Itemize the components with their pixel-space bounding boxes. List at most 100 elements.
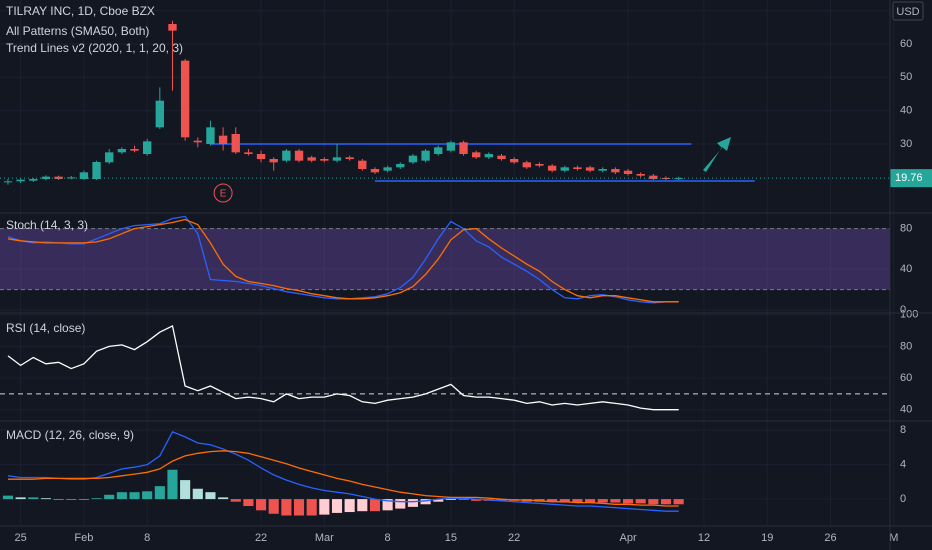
candle-body <box>320 159 329 161</box>
candle-body <box>547 165 557 171</box>
macd-histogram-bar <box>635 499 646 504</box>
last-price-box <box>890 169 932 188</box>
macd-histogram-bar <box>407 499 418 507</box>
candle-body <box>535 164 544 166</box>
macd-histogram-bar <box>433 499 444 502</box>
x-tick-label: Mar <box>315 532 334 544</box>
x-tick-label: 22 <box>255 532 267 544</box>
candle-body <box>522 162 531 168</box>
candle-body <box>117 149 127 153</box>
candle-body <box>661 178 671 179</box>
macd-histogram-bar <box>180 480 191 500</box>
macd-histogram-bar <box>104 494 115 500</box>
plot-area <box>0 20 890 516</box>
candle-body <box>231 134 240 153</box>
y-tick-label: 80 <box>900 223 912 235</box>
pane-title: MACD (12, 26, close, 9) <box>6 428 134 442</box>
candle-body <box>396 164 405 168</box>
x-tick-label: 8 <box>144 532 150 544</box>
candle-body <box>79 172 89 179</box>
macd-histogram-bar <box>218 497 229 500</box>
y-tick-label: 40 <box>900 105 912 117</box>
candle-body <box>168 24 177 31</box>
candle-body <box>54 176 63 179</box>
y-tick-label: 0 <box>900 304 906 316</box>
macd-histogram-bar <box>230 499 241 502</box>
macd-histogram-bar <box>66 499 77 500</box>
macd-histogram-bar <box>28 497 39 500</box>
y-tick-label: 50 <box>900 71 912 83</box>
candle-body <box>484 154 494 158</box>
macd-histogram-bar <box>622 499 634 504</box>
y-tick-label: 80 <box>900 340 912 352</box>
candle-body <box>408 155 418 163</box>
candle-body <box>155 100 165 128</box>
candle-body <box>29 179 38 181</box>
y-tick-label: 100 <box>900 309 918 321</box>
macd-histogram-bar <box>395 499 406 509</box>
candle-body <box>509 159 519 163</box>
candle-body <box>358 160 367 169</box>
x-tick-label: Apr <box>619 532 636 544</box>
macd-histogram-bar <box>40 498 51 500</box>
candle-body <box>244 152 253 154</box>
macd-histogram-bar <box>142 491 153 500</box>
candle-body <box>41 176 51 179</box>
candle-body <box>370 169 380 173</box>
candle-body <box>332 157 342 161</box>
candle-body <box>611 169 620 173</box>
candle-body <box>421 150 430 161</box>
macd-histogram-bar <box>369 499 381 512</box>
x-tick-label: 15 <box>445 532 457 544</box>
macd-histogram-bar <box>15 497 26 500</box>
candle-body <box>345 157 354 159</box>
macd-histogram-bar <box>2 495 14 500</box>
macd-histogram-bar <box>116 492 127 500</box>
candle-body <box>585 167 595 171</box>
candle-body <box>674 178 683 180</box>
y-tick-label: 8 <box>900 424 906 436</box>
candle-body <box>573 167 582 169</box>
x-tick-label: 19 <box>761 532 773 544</box>
macd-histogram-bar <box>597 499 608 503</box>
macd-histogram-bar <box>167 469 178 500</box>
macd-histogram-bar <box>319 499 330 515</box>
x-tick-label: M <box>889 532 898 544</box>
x-tick-label: 25 <box>15 532 27 544</box>
candle-body <box>256 154 266 159</box>
macd-histogram-bar <box>559 499 570 503</box>
macd-histogram-bar <box>205 492 216 500</box>
macd-histogram-bar <box>496 499 507 501</box>
labels: 25Feb822Mar81522Apr121926M304050607019.7… <box>15 5 932 544</box>
indicator-label: Trend Lines v2 (2020, 1, 1, 20, 3) <box>6 41 183 55</box>
macd-histogram-bar <box>648 499 659 505</box>
candle-body <box>446 142 456 151</box>
macd-histogram-bar <box>306 499 317 516</box>
macd-histogram-bar <box>281 499 292 516</box>
candle-body <box>434 147 443 154</box>
y-tick-label: 4 <box>900 458 906 470</box>
candle-body <box>218 135 228 144</box>
macd-histogram-bar <box>471 499 482 501</box>
candle-body <box>16 179 25 182</box>
y-tick-label: 40 <box>900 263 912 275</box>
macd-histogram-bar <box>660 499 672 505</box>
candle-body <box>497 155 506 159</box>
earnings-label: E <box>220 189 227 200</box>
trend-arrow <box>703 137 731 172</box>
candle-body <box>383 167 392 171</box>
x-tick-label: 12 <box>698 532 710 544</box>
x-tick-label: 22 <box>508 532 520 544</box>
x-tick-label: 8 <box>385 532 391 544</box>
candle-body <box>142 141 152 154</box>
candle-body <box>206 127 215 144</box>
macd-histogram-bar <box>344 499 355 513</box>
y-tick-label: 30 <box>900 138 912 150</box>
candle-body <box>598 169 607 171</box>
y-tick-label: 60 <box>900 38 912 50</box>
last-price-label: 19.76 <box>895 172 923 184</box>
macd-histogram-bar <box>268 499 279 514</box>
candle-body <box>193 140 202 143</box>
macd-histogram-bar <box>357 499 368 512</box>
